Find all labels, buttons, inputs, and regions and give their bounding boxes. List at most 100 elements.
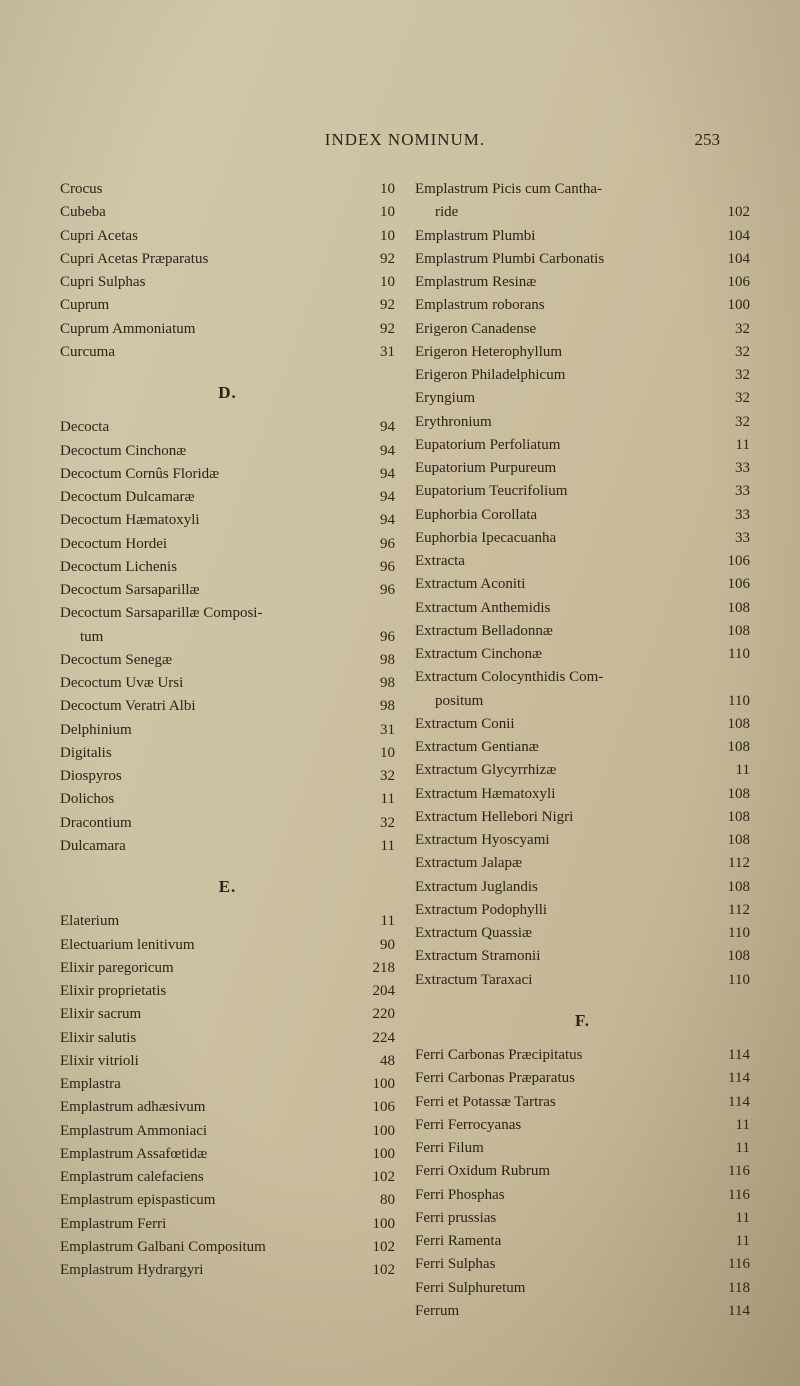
index-entry: Extracta106	[415, 550, 750, 573]
index-entry: Curcuma31	[60, 341, 395, 364]
index-entry-page: 11	[712, 434, 750, 457]
index-entry: Emplastrum Hydrargyri102	[60, 1259, 395, 1282]
index-entry: Decoctum Dulcamaræ94	[60, 486, 395, 509]
index-columns: Crocus10Cubeba10Cupri Acetas10Cupri Acet…	[60, 178, 750, 1323]
index-entry: Ferri Sulphas116	[415, 1253, 750, 1276]
index-entry-page: 106	[712, 271, 750, 294]
index-entry-label: Ferri et Potassæ Tartras	[415, 1091, 712, 1114]
index-entry-page: 114	[712, 1044, 750, 1067]
index-entry-page: 32	[712, 364, 750, 387]
index-entry: Elixir paregoricum218	[60, 957, 395, 980]
index-entry-label: Elaterium	[60, 910, 357, 933]
index-entry: Erigeron Philadelphicum32	[415, 364, 750, 387]
index-entry: Delphinium31	[60, 719, 395, 742]
index-entry-page: 32	[357, 812, 395, 835]
index-entry-page: 33	[712, 504, 750, 527]
index-entry-continuation: tum96	[60, 626, 395, 649]
index-entry: Ferri Ramenta11	[415, 1230, 750, 1253]
index-entry-page: 108	[712, 620, 750, 643]
index-entry-label: Eryngium	[415, 387, 712, 410]
index-entry: Eupatorium Perfoliatum11	[415, 434, 750, 457]
index-entry-page: 112	[712, 899, 750, 922]
index-entry: Decoctum Senegæ98	[60, 649, 395, 672]
index-entry-label: Extractum Gentianæ	[415, 736, 712, 759]
index-entry-page: 220	[357, 1003, 395, 1026]
index-entry-page: 94	[357, 416, 395, 439]
index-entry-page: 33	[712, 527, 750, 550]
index-entry: Decoctum Cornûs Floridæ94	[60, 463, 395, 486]
index-entry: Elaterium11	[60, 910, 395, 933]
index-entry-label: Eupatorium Purpureum	[415, 457, 712, 480]
index-entry: Cupri Acetas10	[60, 225, 395, 248]
index-entry-label: Elixir salutis	[60, 1027, 357, 1050]
index-entry-label: Extractum Hellebori Nigri	[415, 806, 712, 829]
index-entry: Emplastrum Assafœtidæ100	[60, 1143, 395, 1166]
index-entry: Extractum Quassiæ110	[415, 922, 750, 945]
index-entry-label: Cuprum	[60, 294, 357, 317]
index-entry-page: 11	[712, 1114, 750, 1137]
index-entry: Cupri Sulphas10	[60, 271, 395, 294]
index-entry: Elixir vitrioli48	[60, 1050, 395, 1073]
index-entry: Ferri et Potassæ Tartras114	[415, 1091, 750, 1114]
index-entry-label: Extractum Taraxaci	[415, 969, 712, 992]
index-entry: Emplastrum adhæsivum106	[60, 1096, 395, 1119]
index-entry-label: Erigeron Heterophyllum	[415, 341, 712, 364]
index-entry-label: Elixir paregoricum	[60, 957, 357, 980]
index-entry: Eupatorium Purpureum33	[415, 457, 750, 480]
index-entry-label: Digitalis	[60, 742, 357, 765]
index-entry: Extractum Belladonnæ108	[415, 620, 750, 643]
section-letter: F.	[415, 1008, 750, 1034]
index-title: INDEX NOMINUM.	[140, 130, 670, 150]
index-entry-label: Diospyros	[60, 765, 357, 788]
index-entry: Decoctum Sarsaparillæ96	[60, 579, 395, 602]
index-entry-label: Electuarium lenitivum	[60, 934, 357, 957]
index-entry: Dracontium32	[60, 812, 395, 835]
index-entry: Emplastrum Galbani Compositum102	[60, 1236, 395, 1259]
index-entry: Ferri Phosphas116	[415, 1184, 750, 1207]
index-entry-label: Extractum Stramonii	[415, 945, 712, 968]
index-entry-page: 33	[712, 457, 750, 480]
index-entry: Ferri Carbonas Præparatus114	[415, 1067, 750, 1090]
index-entry: Ferri prussias11	[415, 1207, 750, 1230]
index-entry-page: 98	[357, 672, 395, 695]
index-entry: Euphorbia Corollata33	[415, 504, 750, 527]
index-entry: Decoctum Hordei96	[60, 533, 395, 556]
index-entry: Decoctum Veratri Albi98	[60, 695, 395, 718]
index-entry-label: Ferri Ferrocyanas	[415, 1114, 712, 1137]
index-entry-label: Elixir sacrum	[60, 1003, 357, 1026]
index-entry-label: Ferri Carbonas Præparatus	[415, 1067, 712, 1090]
index-entry: Decoctum Uvæ Ursi98	[60, 672, 395, 695]
index-entry: Extractum Taraxaci110	[415, 969, 750, 992]
index-entry: Erythronium32	[415, 411, 750, 434]
index-entry-page: 92	[357, 248, 395, 271]
index-entry-page: 90	[357, 934, 395, 957]
index-entry-continuation: ride102	[415, 201, 750, 224]
index-entry-page: 218	[357, 957, 395, 980]
index-entry-page: 114	[712, 1091, 750, 1114]
index-entry-label: Ferri Filum	[415, 1137, 712, 1160]
index-entry-label: Cubeba	[60, 201, 357, 224]
section-letter: E.	[60, 874, 395, 900]
index-entry-label: Emplastrum Ferri	[60, 1213, 357, 1236]
index-entry: Elixir proprietatis204	[60, 980, 395, 1003]
index-entry-page: 32	[712, 318, 750, 341]
index-entry: Emplastrum Plumbi104	[415, 225, 750, 248]
index-entry-page: 98	[357, 695, 395, 718]
index-entry-page: 94	[357, 509, 395, 532]
index-entry-page: 96	[357, 579, 395, 602]
section-letter: D.	[60, 380, 395, 406]
index-entry: Crocus10	[60, 178, 395, 201]
page-number: 253	[670, 130, 720, 150]
index-entry-page: 92	[357, 318, 395, 341]
index-entry-page: 11	[712, 1230, 750, 1253]
index-entry-page: 10	[357, 225, 395, 248]
index-entry-label: Ferri Oxidum Rubrum	[415, 1160, 712, 1183]
index-entry: Euphorbia Ipecacuanha33	[415, 527, 750, 550]
index-entry: Dulcamara11	[60, 835, 395, 858]
index-entry-page: 96	[357, 556, 395, 579]
index-entry-label: Extracta	[415, 550, 712, 573]
index-entry-page: 94	[357, 463, 395, 486]
index-entry-page: 48	[357, 1050, 395, 1073]
index-entry: Decoctum Lichenis96	[60, 556, 395, 579]
index-entry-label: Eupatorium Perfoliatum	[415, 434, 712, 457]
